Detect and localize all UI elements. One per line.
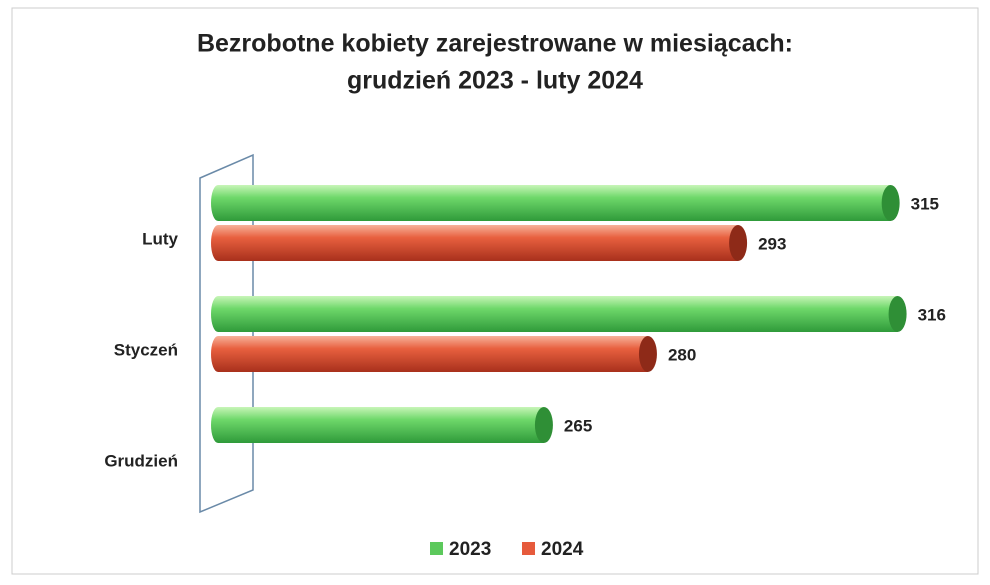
y-tick-label: Grudzień — [104, 451, 178, 470]
chart-frame — [11, 7, 979, 575]
y-tick-label: Luty — [142, 229, 178, 248]
data-label: 293 — [758, 234, 786, 253]
axis-wall — [199, 153, 254, 514]
data-label: 316 — [918, 305, 946, 324]
bar-cap — [729, 225, 748, 261]
legend-label: 2023 — [449, 539, 491, 560]
data-label: 280 — [668, 345, 696, 364]
bar — [218, 296, 898, 332]
bar-cap — [534, 407, 553, 443]
bar-cap — [638, 336, 657, 372]
legend-label: 2024 — [541, 539, 584, 560]
bar-cap — [881, 185, 900, 221]
bar — [218, 336, 648, 372]
chart-title: Bezrobotne kobiety zarejestrowane w mies… — [197, 30, 793, 58]
bar — [218, 185, 891, 221]
bar-cap — [888, 296, 907, 332]
chart-title: grudzień 2023 - luty 2024 — [347, 67, 643, 95]
bar — [218, 225, 739, 261]
bar — [218, 407, 544, 443]
legend-swatch — [430, 542, 443, 555]
data-label: 265 — [564, 416, 592, 435]
data-label: 315 — [911, 194, 939, 213]
y-tick-label: Styczeń — [114, 340, 178, 359]
legend-swatch — [522, 542, 535, 555]
